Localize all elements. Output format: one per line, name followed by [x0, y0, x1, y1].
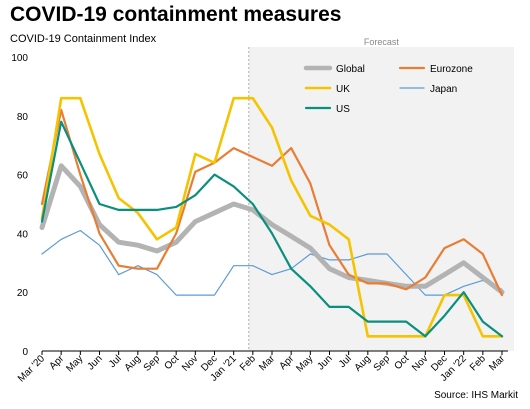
chart-title: COVID-19 containment measures — [10, 3, 342, 26]
x-tick-label: Jun — [315, 353, 334, 372]
y-tick-label: 80 — [17, 112, 29, 123]
x-tick-label: Mar — [487, 353, 507, 373]
x-tick-label: Mar — [257, 353, 277, 373]
y-tick-label: 100 — [11, 53, 28, 64]
x-tick-label: Jul — [107, 353, 124, 370]
y-tick-label: 60 — [17, 171, 29, 182]
y-tick-label: 20 — [17, 288, 29, 299]
legend-label-eurozone: Eurozone — [430, 64, 473, 75]
legend-label-japan: Japan — [430, 84, 457, 95]
series-line-japan — [41, 229, 503, 296]
x-tick-label: Oct — [393, 353, 412, 372]
legend-label-uk: UK — [336, 84, 350, 95]
x-tick-label: Aug — [353, 353, 373, 373]
forecast-label: Forecast — [364, 37, 400, 47]
series-line-global — [39, 163, 505, 295]
y-tick-label: 0 — [22, 347, 28, 358]
x-tick-label: May — [64, 353, 85, 374]
x-tick-label: Aug — [123, 353, 143, 373]
chart-subtitle: COVID-19 Containment Index — [10, 33, 157, 45]
x-tick-label: Feb — [238, 353, 258, 373]
x-tick-label: Mar '20 — [16, 353, 47, 384]
legend-label-us: US — [336, 104, 350, 115]
x-tick-label: Feb — [468, 353, 488, 373]
series-lines — [39, 96, 505, 338]
legend-label-global: Global — [336, 64, 365, 75]
legend: Global Eurozone UK Japan US — [303, 64, 473, 115]
x-tick-label: Nov — [180, 353, 200, 373]
series-line-us — [40, 120, 504, 338]
x-tick-label: Jun — [85, 353, 104, 372]
x-tick-label: Apr — [48, 353, 67, 372]
series-line-eurozone — [40, 108, 504, 297]
source-note: Source: IHS Markit — [434, 390, 518, 401]
x-tick-label: May — [294, 353, 315, 374]
x-tick-label: Sep — [372, 353, 393, 374]
x-tick-label: Nov — [410, 353, 430, 373]
x-tick-label: Sep — [142, 353, 163, 374]
forecast-region: Forecast — [248, 37, 515, 351]
forecast-shade — [248, 47, 515, 351]
y-tick-label: 40 — [17, 229, 29, 240]
x-tick-label: Apr — [278, 353, 297, 372]
x-tick-label: Jul — [337, 353, 354, 370]
x-tick-label: Oct — [163, 353, 182, 372]
